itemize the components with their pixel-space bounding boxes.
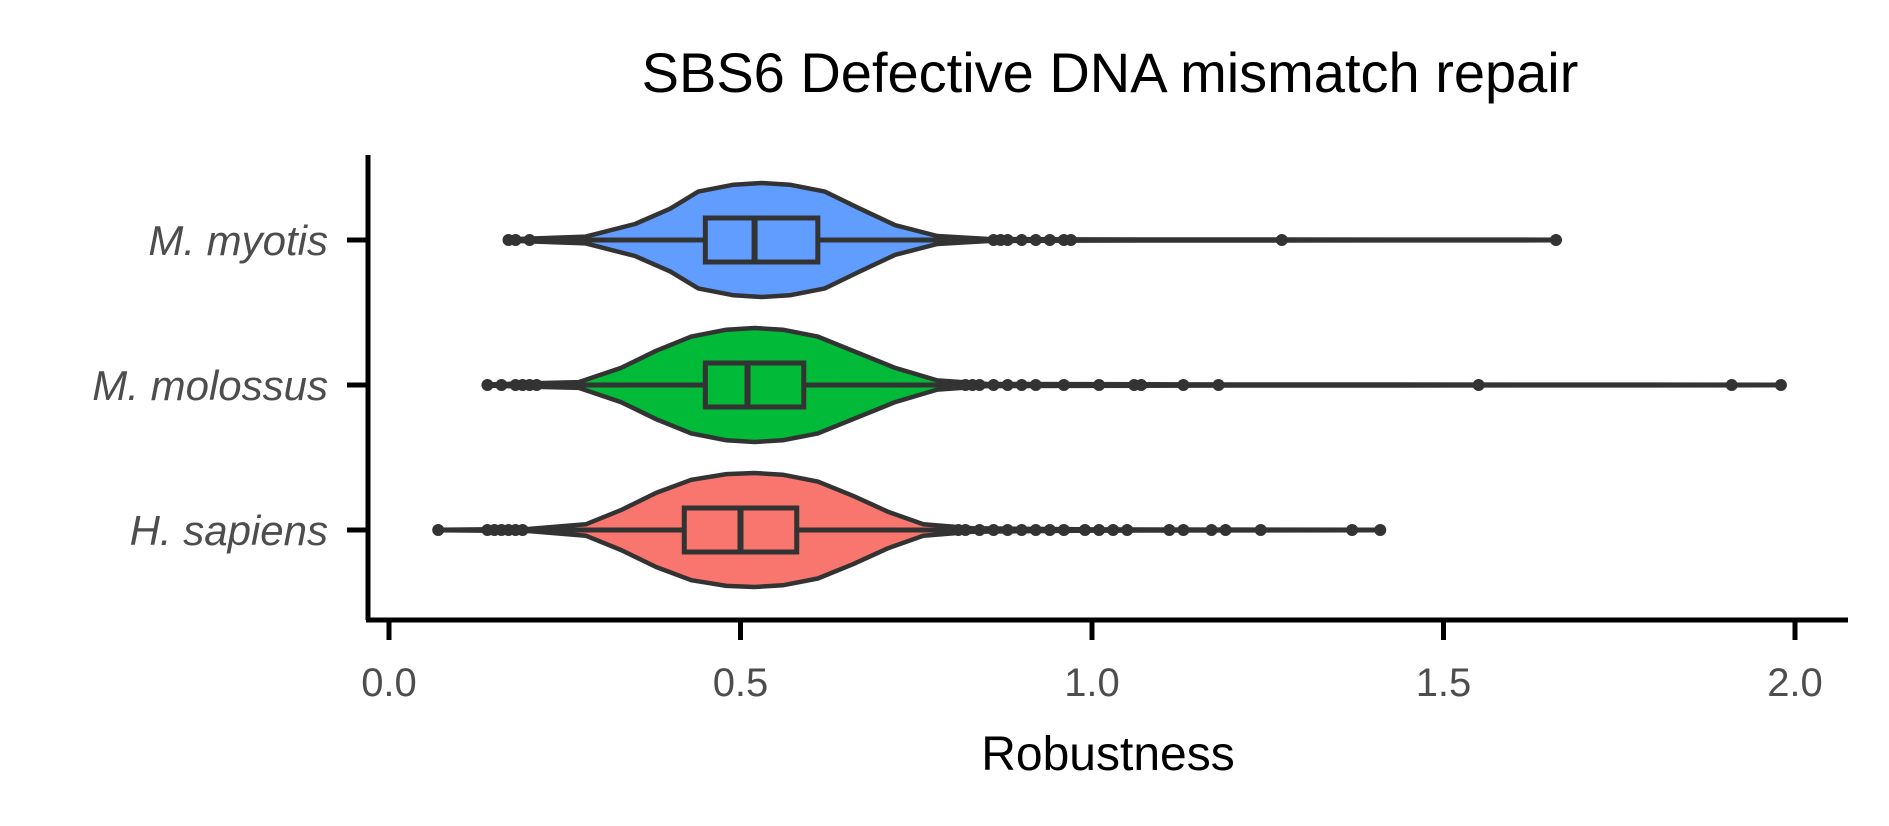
outlier-point: [1002, 379, 1014, 391]
outlier-point: [1775, 379, 1787, 391]
y-tick-label: H. sapiens: [130, 507, 328, 554]
outlier-point: [1030, 379, 1042, 391]
x-tick-label: 0.0: [361, 661, 417, 705]
x-tick-label: 0.5: [713, 661, 769, 705]
x-ticks: 0.0 0.5 1.0 1.5 2.0: [361, 620, 1823, 705]
x-tick-label: 2.0: [1767, 661, 1823, 705]
outlier-point: [1065, 234, 1077, 246]
violin-group: [432, 473, 1386, 587]
outlier-point: [1726, 379, 1738, 391]
outlier-point: [1213, 379, 1225, 391]
outlier-point: [1044, 234, 1056, 246]
outlier-point: [1255, 524, 1267, 536]
iqr-box: [705, 363, 803, 407]
outlier-point: [524, 234, 536, 246]
outlier-point: [1058, 379, 1070, 391]
iqr-box: [705, 218, 817, 262]
outlier-point: [974, 379, 986, 391]
outlier-point: [1206, 524, 1218, 536]
x-tick-label: 1.5: [1416, 661, 1472, 705]
outlier-point: [1177, 379, 1189, 391]
outlier-point: [510, 234, 522, 246]
outlier-point: [1107, 524, 1119, 536]
outlier-point: [1030, 524, 1042, 536]
outlier-point: [974, 524, 986, 536]
outlier-point: [1058, 524, 1070, 536]
x-tick-label: 1.0: [1064, 661, 1120, 705]
outlier-point: [1374, 524, 1386, 536]
outlier-point: [432, 524, 444, 536]
outlier-point: [1473, 379, 1485, 391]
outlier-point: [1163, 524, 1175, 536]
x-axis-label: Robustness: [981, 728, 1234, 781]
outlier-point: [988, 524, 1000, 536]
outlier-point: [1550, 234, 1562, 246]
chart-title: SBS6 Defective DNA mismatch repair: [642, 41, 1579, 104]
outlier-point: [1016, 379, 1028, 391]
outlier-point: [1276, 234, 1288, 246]
outlier-point: [1079, 524, 1091, 536]
outlier-point: [1135, 379, 1147, 391]
outlier-point: [1002, 234, 1014, 246]
outlier-point: [1093, 379, 1105, 391]
outlier-point: [481, 379, 493, 391]
outlier-point: [1346, 524, 1358, 536]
outlier-point: [531, 379, 543, 391]
outlier-point: [1220, 524, 1232, 536]
outlier-point: [1121, 524, 1133, 536]
y-tick-label: M. molossus: [92, 362, 328, 409]
y-tick-label: M. myotis: [148, 217, 328, 264]
outlier-point: [1016, 524, 1028, 536]
outlier-point: [1030, 234, 1042, 246]
outlier-point: [988, 379, 1000, 391]
outlier-point: [495, 379, 507, 391]
outlier-point: [1044, 524, 1056, 536]
outlier-point: [1016, 234, 1028, 246]
violin-group: [503, 183, 1562, 297]
outlier-point: [959, 524, 971, 536]
outlier-point: [1177, 524, 1189, 536]
outlier-point: [1002, 524, 1014, 536]
y-ticks: M. myotis M. molossus H. sapiens: [92, 217, 368, 554]
plot-area: [432, 183, 1787, 587]
violin-group: [481, 328, 1787, 442]
outlier-point: [1093, 524, 1105, 536]
outlier-point: [517, 524, 529, 536]
